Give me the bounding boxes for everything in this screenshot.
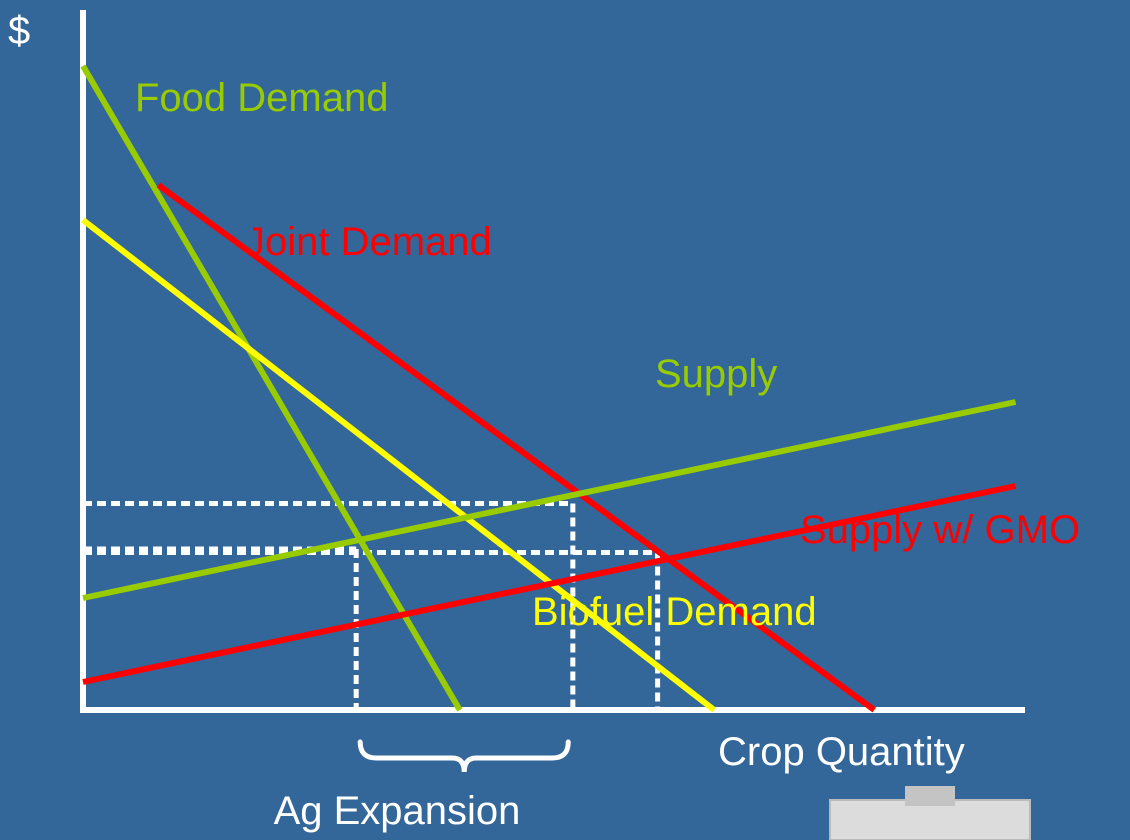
series-label-supply: Supply [655,352,777,396]
ag-expansion-label: Ag Expansion [274,789,521,833]
y-axis-label: $ [8,9,30,53]
series-line-supply [82,399,1017,601]
series-label-supply-w-gmo: Supply w/ GMO [800,508,1080,552]
series-line-food-demand [80,64,463,712]
series-line-supply-w-gmo [82,483,1017,685]
x-axis-label: Crop Quantity [718,730,965,774]
series-line-biofuel-demand [81,217,716,713]
decorative-image-top [905,786,955,806]
series-label-food-demand: Food Demand [135,76,388,120]
series-label-joint-demand: Joint Demand [245,220,492,264]
ag-expansion-bracket [357,739,571,773]
series-line-joint-demand [156,182,877,713]
series-label-biofuel-demand: Biofuel Demand [532,590,817,634]
